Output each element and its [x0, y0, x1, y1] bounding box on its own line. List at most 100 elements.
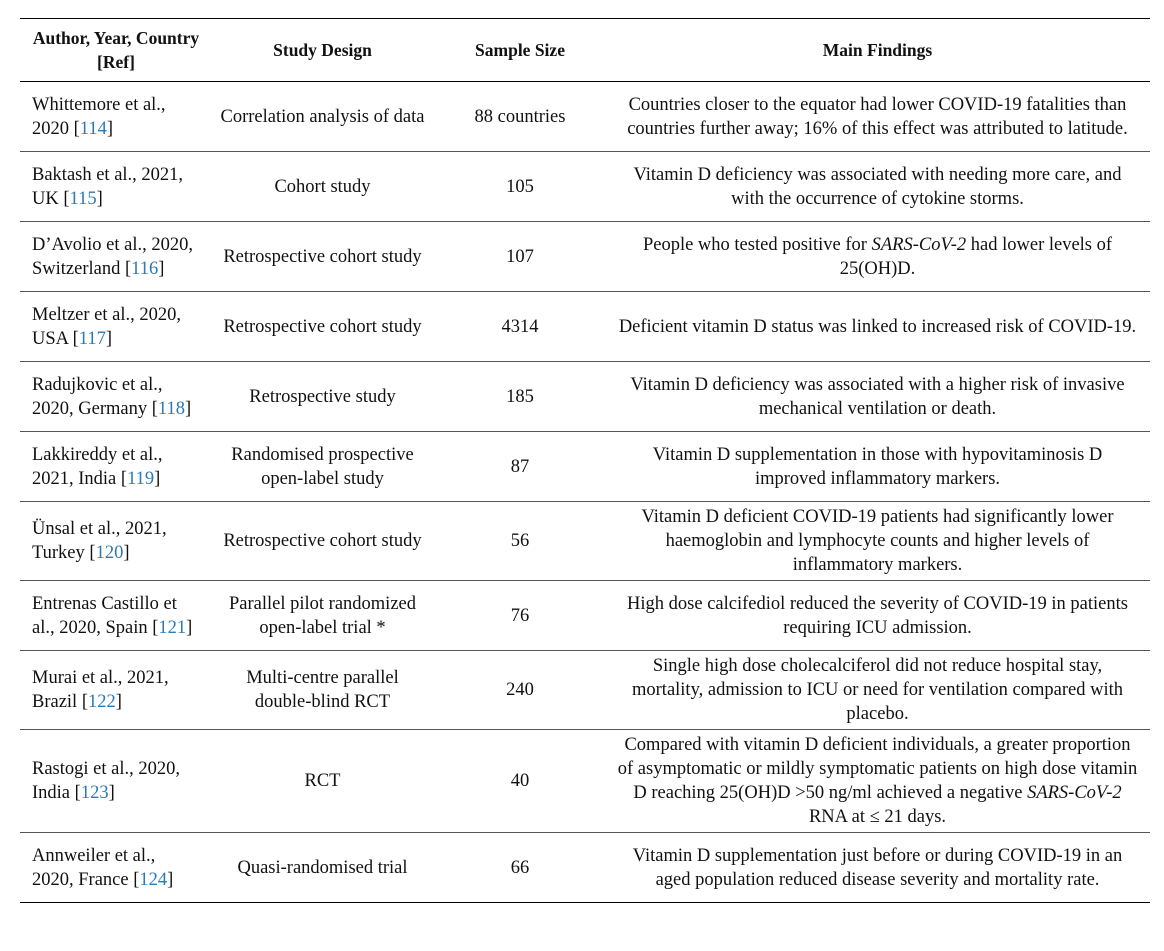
table-cell: 185 [506, 386, 534, 407]
text-run: ] [115, 692, 122, 712]
text-run: Lakkireddy et al., 2021, India [ [32, 444, 163, 489]
text-run: Vitamin D deficiency was associated with… [633, 164, 1122, 209]
table-cell: Vitamin D deficient COVID-19 patients ha… [605, 502, 1150, 581]
table-cell: Rastogi et al., 2020, India [123] [20, 730, 210, 833]
reference-link[interactable]: 119 [127, 468, 155, 489]
text-run: Vitamin D supplementation in those with … [652, 444, 1103, 489]
table-row: Rastogi et al., 2020, India [123] RCT 40 Co… [20, 730, 1150, 833]
reference-link[interactable]: 123 [80, 783, 109, 803]
text-run: had lower levels of 25(OH)D. [839, 234, 1113, 279]
table-cell: Murai et al., 2021, Brazil [122] [20, 651, 210, 730]
table-cell: Whittemore et al., 2020 [114] [20, 82, 210, 152]
text-run: Ünsal et al., 2021, Turkey [ [32, 519, 167, 563]
text-run: Vitamin D deficient COVID-19 patients ha… [641, 507, 1114, 575]
table-cell: 107 [506, 246, 534, 267]
table-cell: Retrospective study [249, 386, 396, 407]
table-cell: Vitamin D supplementation just before or… [605, 833, 1150, 903]
table-row: Murai et al., 2021, Brazil [122] Multi-ce… [20, 651, 1150, 730]
text-run: ] [158, 258, 165, 279]
text-run: Single high dose cholecalciferol did not… [632, 656, 1123, 724]
column-header: Main Findings [822, 40, 933, 60]
table-row: Meltzer et al., 2020, USA [117] Retrospec… [20, 292, 1150, 362]
reference-link[interactable]: 121 [158, 617, 187, 638]
table-cell: Lakkireddy et al., 2021, India [119] [20, 432, 210, 502]
text-run: ] [106, 118, 114, 139]
table-cell: Compared with vitamin D deficient indivi… [605, 730, 1150, 833]
table-cell: 87 [510, 456, 530, 477]
header-row: Author, Year, Country [Ref] Study Design S… [20, 18, 1150, 82]
table-row: Baktash et al., 2021, UK [115] Cohort stu… [20, 152, 1150, 222]
table-cell: 240 [506, 680, 534, 700]
text-run: Baktash et al., 2021, UK [ [32, 164, 184, 209]
table-row: Ünsal et al., 2021, Turkey [120] Retrospe… [20, 502, 1150, 581]
findings-table: Author, Year, Country [Ref] Study Design S… [20, 18, 1150, 903]
table-cell: High dose calcifediol reduced the severi… [605, 581, 1150, 651]
table-cell: D’Avolio et al., 2020, Switzerland [116] [20, 222, 210, 292]
table-cell: Ünsal et al., 2021, Turkey [120] [20, 502, 210, 581]
table-cell: Correlation analysis of data [220, 106, 425, 127]
table-cell: Quasi-randomised trial [237, 857, 408, 878]
table-cell: 88 countries [474, 106, 566, 127]
text-run: Annweiler et al., 2020, France [ [32, 845, 156, 890]
reference-link[interactable]: 116 [131, 258, 159, 279]
reference-link[interactable]: 122 [88, 692, 116, 712]
text-run: People who tested positive for [642, 234, 872, 255]
table-cell: Vitamin D deficiency was associated with… [605, 152, 1150, 222]
text-run: Vitamin D supplementation just before or… [632, 845, 1123, 890]
reference-link[interactable]: 114 [79, 118, 107, 139]
table-cell: 105 [506, 176, 534, 197]
table-cell: Radujkovic et al., 2020, Germany [118] [20, 362, 210, 432]
table-cell: 40 [510, 771, 530, 791]
table-cell: Cohort study [274, 176, 371, 197]
table-cell: Countries closer to the equator had lowe… [605, 82, 1150, 152]
text-run: ] [105, 328, 113, 349]
table-cell: Entrenas Castillo et al., 2020, Spain [1… [20, 581, 210, 651]
reference-link[interactable]: 117 [78, 328, 106, 349]
column-header: Author, Year, Country [Ref] [32, 28, 200, 72]
table-cell: Baktash et al., 2021, UK [115] [20, 152, 210, 222]
table-row: Annweiler et al., 2020, France [124] Quas… [20, 833, 1150, 903]
text-run: Rastogi et al., 2020, India [ [32, 759, 180, 803]
table-cell: Meltzer et al., 2020, USA [117] [20, 292, 210, 362]
table-cell: Annweiler et al., 2020, France [124] [20, 833, 210, 903]
text-run: D’Avolio et al., 2020, Switzerland [ [32, 234, 193, 279]
text-run: ] [108, 783, 115, 803]
reference-link[interactable]: 115 [69, 188, 97, 209]
table-row: D’Avolio et al., 2020, Switzerland [116]… [20, 222, 1150, 292]
reference-link[interactable]: 124 [139, 869, 168, 890]
text-run: Countries closer to the equator had lowe… [627, 94, 1128, 139]
text-run: RNA at ≤ 21 days. [808, 807, 947, 827]
table-cell: RCT [304, 771, 341, 791]
table-cell: Parallel pilot randomized open-label tri… [229, 593, 416, 638]
table-header: Author, Year, Country [Ref] Study Design S… [20, 18, 1150, 82]
table-cell: Deficient vitamin D status was linked to… [605, 292, 1150, 362]
table-row: Entrenas Castillo et al., 2020, Spain [1… [20, 581, 1150, 651]
table-row: Lakkireddy et al., 2021, India [119] Rand… [20, 432, 1150, 502]
text-run: Vitamin D deficiency was associated with… [630, 374, 1125, 419]
text-run: ] [154, 468, 161, 489]
text-run: Meltzer et al., 2020, USA [ [32, 304, 181, 349]
table-row: Radujkovic et al., 2020, Germany [118] Re… [20, 362, 1150, 432]
text-run: Whittemore et al., 2020 [ [32, 94, 166, 139]
table-cell: Multi-centre parallel double-blind RCT [246, 668, 399, 712]
column-header: Study Design [273, 40, 372, 60]
text-run: Deficient vitamin D status was linked to… [618, 316, 1137, 337]
text-run: ] [186, 617, 193, 638]
text-run: High dose calcifediol reduced the severi… [627, 593, 1128, 638]
reference-link[interactable]: 120 [95, 543, 124, 563]
text-run: ] [184, 398, 192, 419]
table-cell: Retrospective cohort study [223, 246, 422, 267]
table-cell: Vitamin D supplementation in those with … [605, 432, 1150, 502]
reference-link[interactable]: 118 [157, 398, 185, 419]
text-run: ] [96, 188, 103, 209]
table-cell: Retrospective cohort study [223, 531, 422, 551]
table-cell: 66 [510, 857, 530, 878]
italic-text: SARS-CoV-2 [1027, 783, 1122, 803]
text-run: ] [123, 543, 130, 563]
text-run: Compared with vitamin D deficient indivi… [617, 735, 1138, 803]
table-body: Whittemore et al., 2020 [114] Correlation… [20, 82, 1150, 903]
table-cell: Single high dose cholecalciferol did not… [605, 651, 1150, 730]
text-run: ] [167, 869, 174, 890]
